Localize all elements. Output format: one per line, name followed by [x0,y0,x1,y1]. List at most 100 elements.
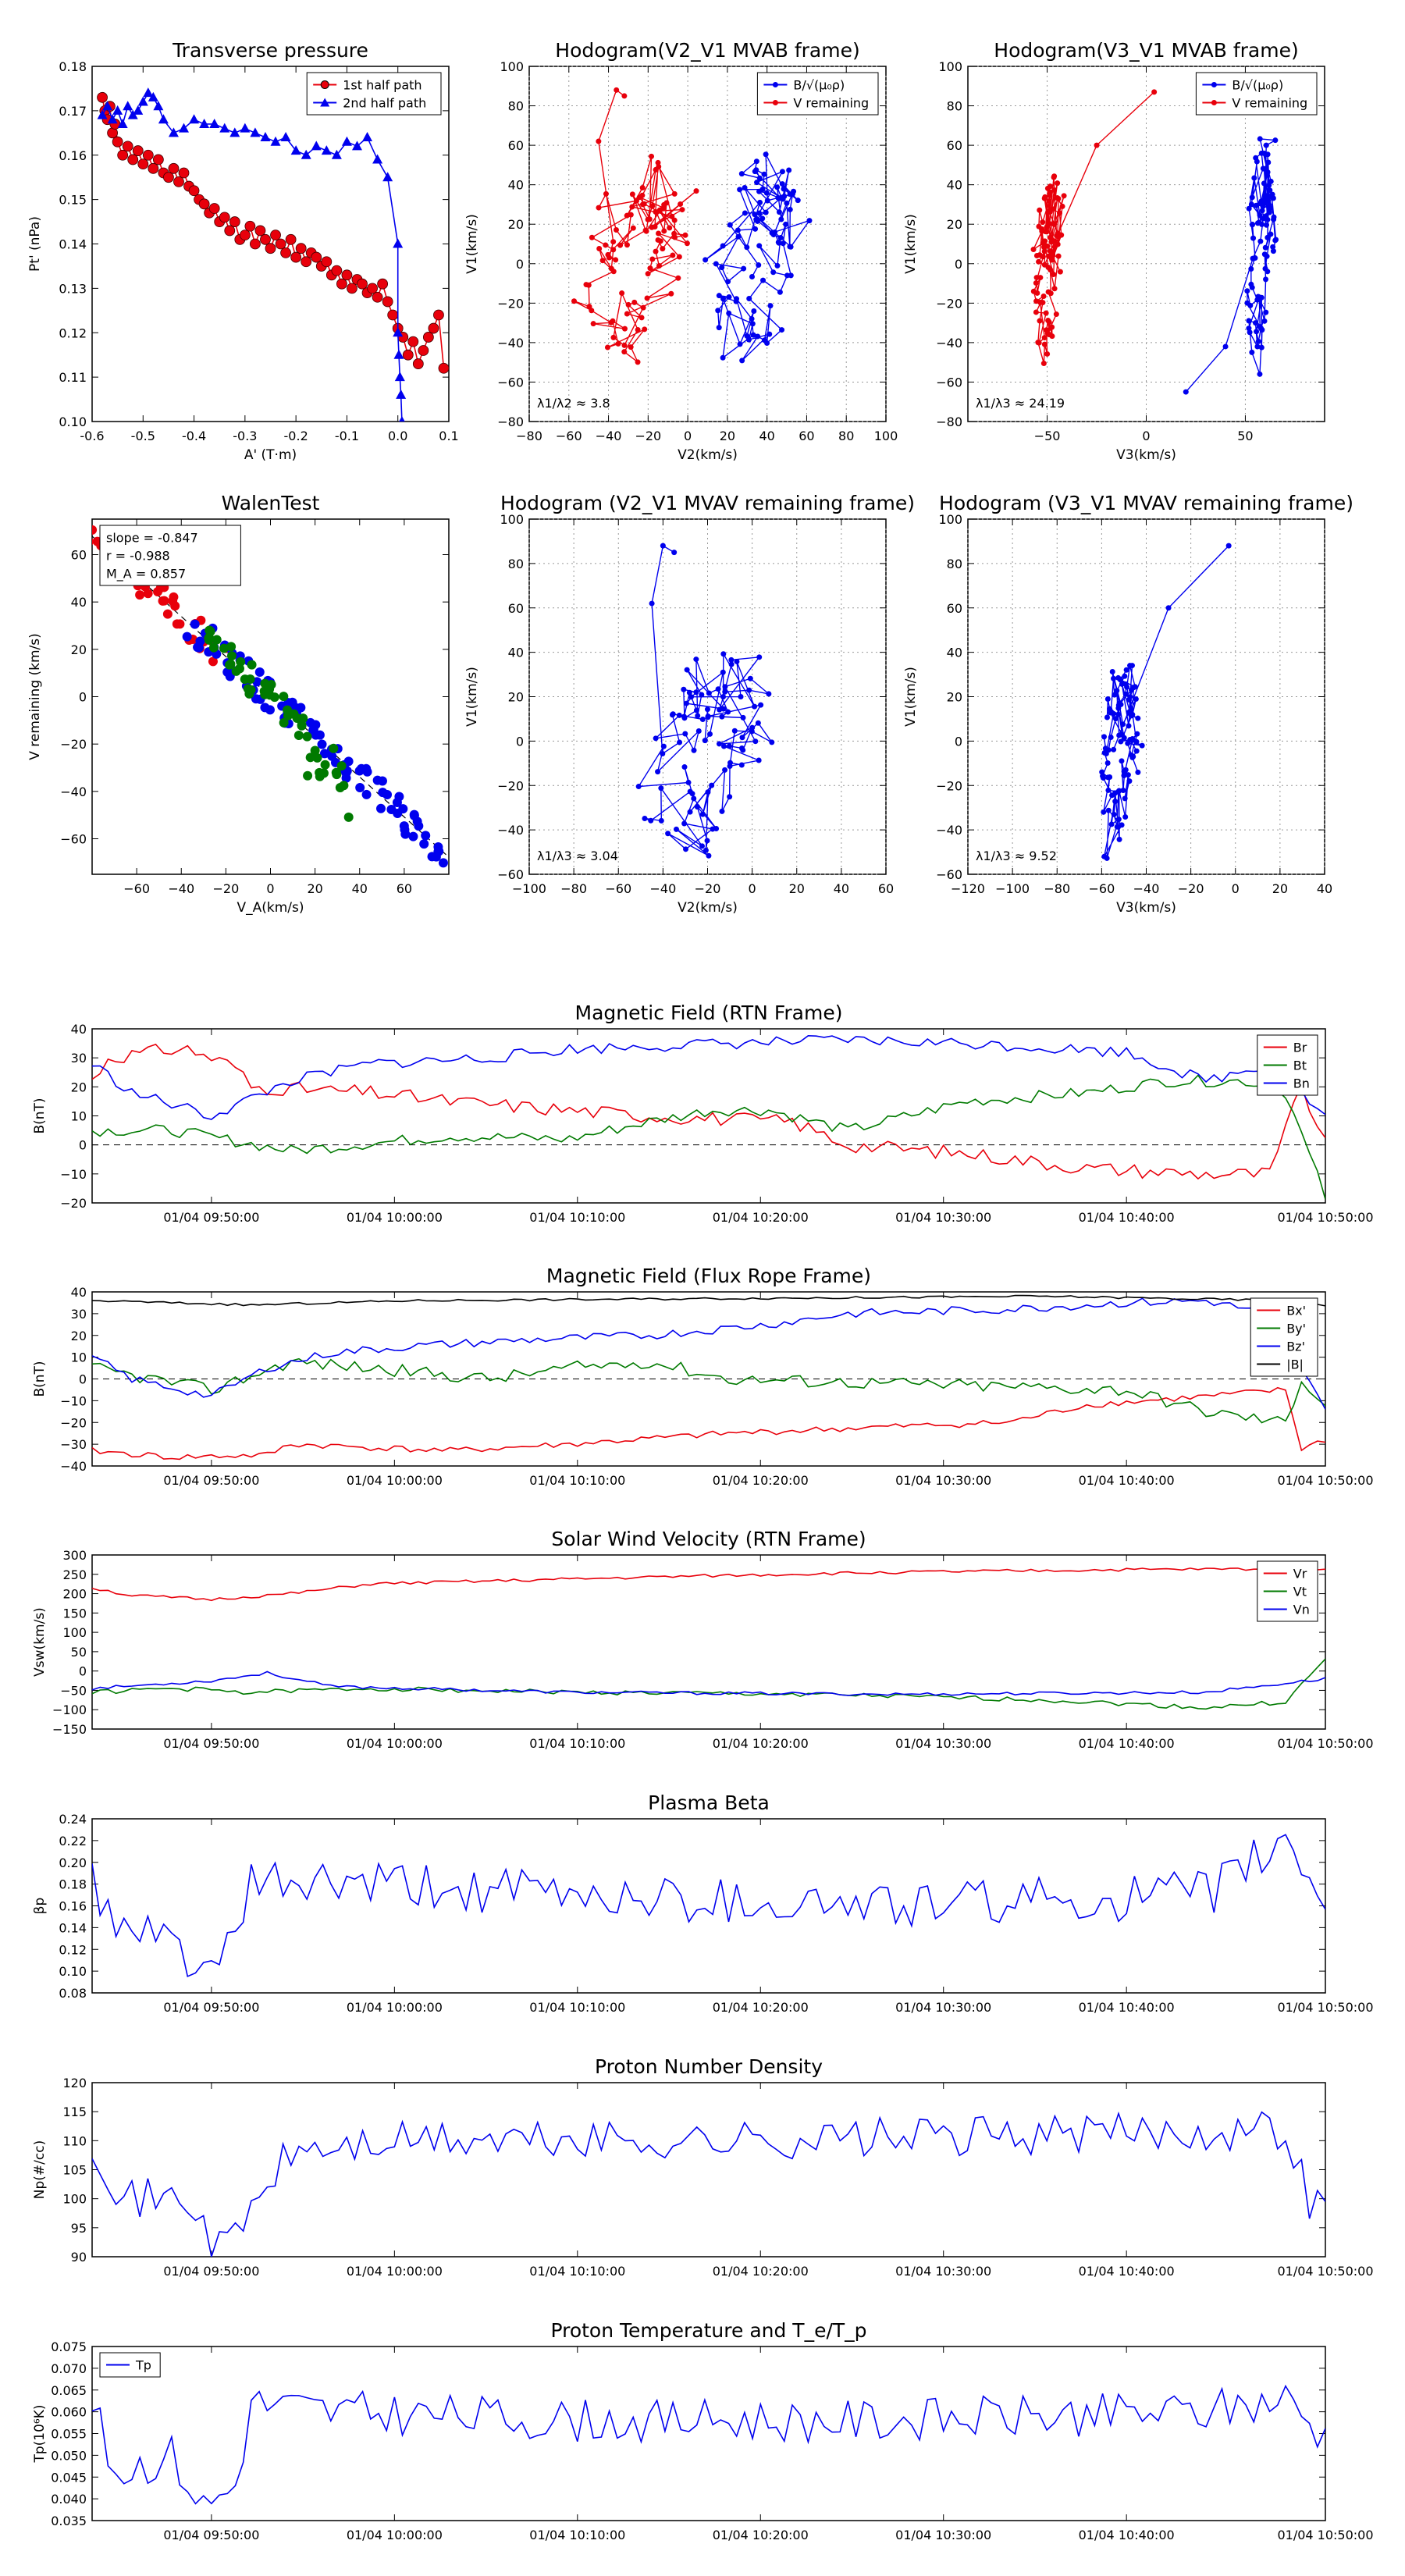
hodogram-point [683,846,689,852]
hodogram-point [1126,709,1133,715]
hodogram-point [656,230,662,237]
hodogram-point [719,713,725,720]
data-point [295,243,307,254]
hodogram-point [681,686,687,692]
x-tick-label: 01/04 10:40:00 [1079,1473,1175,1488]
plot-area [91,2346,1326,2521]
x-tick-label: 01/04 10:10:00 [529,2264,625,2279]
y-tick-label: 110 [62,2133,87,2148]
x-tick-label: −120 [951,881,985,896]
x-tick-label: 01/04 10:00:00 [347,1473,443,1488]
data-point [137,96,148,106]
walen-point [303,770,313,781]
hodogram-point [728,656,735,663]
hodogram-point [649,153,655,159]
hodogram-point [671,190,678,197]
x-tick-label: 01/04 10:20:00 [713,1736,809,1751]
hodogram-point [742,210,748,216]
hodogram-point [639,201,646,208]
walen-point [92,538,94,546]
hodogram-point [660,750,666,756]
data-point [229,216,240,227]
hodogram-point [633,197,639,204]
hodogram-point [596,138,602,144]
panel-title: Proton Temperature and T_e/T_p [550,2319,866,2342]
plot-content [97,87,449,422]
panel-title: Proton Number Density [595,2055,823,2078]
hodogram-point [1255,294,1261,300]
data-point [362,132,373,141]
hodogram-point [688,694,694,700]
hodogram-point [1115,817,1122,823]
hodogram-point [1260,215,1266,222]
x-tick-label: −80 [1044,881,1070,896]
hodogram-point [780,240,786,247]
series-line-bz [92,1297,1325,1410]
hodogram-point [1037,318,1043,324]
series-line-np [92,2111,1325,2257]
x-tick-label: 80 [838,429,854,443]
y-tick-label: −20 [936,296,962,311]
y-tick-label: 0 [79,1664,87,1679]
hodogram-point [769,739,775,745]
y-tick-label: −60 [497,375,524,390]
y-tick-label: 40 [508,646,524,660]
hodogram-point [645,271,651,277]
x-tick-label: 01/04 10:20:00 [713,1473,809,1488]
walen-point [400,829,411,839]
y-tick-label: 0.10 [59,415,87,429]
walen-point [254,667,265,678]
hodogram-point [1043,310,1049,316]
hodogram-point [642,326,648,333]
x-tick-label: −40 [596,429,622,443]
hodogram-point [589,308,595,314]
x-tick-label: 01/04 10:50:00 [1277,2264,1373,2279]
y-tick-label: −50 [60,1683,87,1698]
hodogram-point [683,700,689,706]
plot-area [91,1554,1326,1730]
hodogram-point [764,340,770,346]
hodogram-point [738,762,745,768]
data-point [240,123,251,133]
hodogram-point [754,218,760,224]
hodogram-point [734,658,740,664]
series-line-vr [92,1567,1325,1602]
fit-line [92,535,449,858]
hodogram-point [1135,769,1141,775]
y-tick-label: 10 [71,1350,87,1365]
hodogram-point [1114,824,1120,830]
hodogram-point [610,334,617,340]
x-tick-label: 01/04 10:10:00 [529,2000,625,2015]
hodogram-point [720,354,726,361]
hodogram-point [621,342,628,348]
y-tick-label: 0 [955,257,962,272]
walen-point [162,609,173,619]
y-tick-label: 20 [71,1329,87,1343]
hodogram-point [777,235,784,241]
hodogram-point [1133,696,1139,703]
walen-point [260,703,270,713]
hodogram-point [682,232,688,238]
data-point [270,136,281,146]
hodogram-point [1269,191,1275,197]
panel-tp: Proton Temperature and T_e/T_pTp(10⁶K)0.… [32,2319,1374,2542]
y-tick-label: 80 [508,557,524,571]
hodogram-point [1257,136,1263,142]
legend-label: r = -0.988 [106,549,170,564]
walen-point [341,773,351,783]
legend-marker [772,100,778,105]
hodogram-point [735,227,741,233]
hodogram-point [746,687,752,693]
hodogram-point [756,262,762,269]
y-tick-label: 95 [71,2221,87,2236]
hodogram-point [722,688,728,695]
data-point [399,416,405,422]
data-point [377,278,389,290]
hodogram-point [1122,795,1128,802]
hodogram-point [726,310,732,316]
hodogram-point [725,709,731,715]
hodogram-point [1104,760,1111,767]
x-tick-label: -0.6 [80,429,104,443]
hodogram-point [1264,253,1270,259]
y-tick-label: −20 [936,778,962,793]
